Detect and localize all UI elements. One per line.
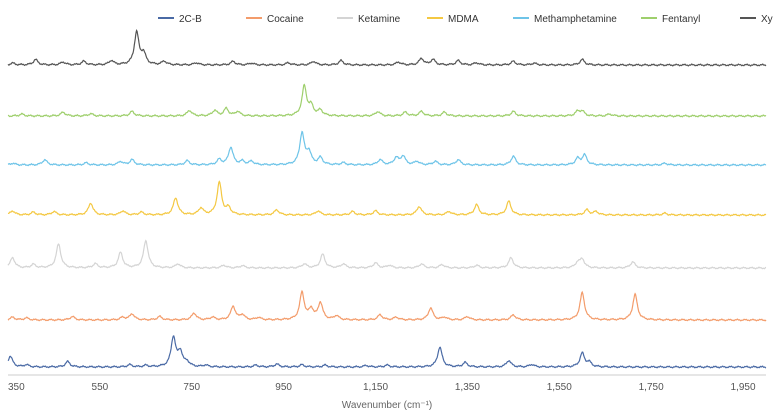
x-axis-label: Wavenumber (cm⁻¹): [342, 400, 432, 411]
x-tick-label: 750: [183, 382, 200, 393]
series-line-cocaine: [7, 289, 767, 322]
legend-label: Cocaine: [267, 14, 304, 25]
x-tick-label: 1,950: [731, 382, 756, 393]
x-tick-label: 1,350: [455, 382, 480, 393]
x-axis-ticks: 350 550 750 950 1,150 1,350 1,550 1,750 1,950: [8, 382, 756, 393]
chart-legend: 2C-B Cocaine Ketamine MDMA Methamphetamine Fe…: [158, 14, 773, 25]
legend-label: Methamphetamine: [534, 14, 617, 25]
legend-label: MDMA: [448, 14, 479, 25]
x-tick-label: 350: [8, 382, 25, 393]
x-tick-label: 950: [275, 382, 292, 393]
legend-label: Fentanyl: [662, 14, 700, 25]
x-tick-label: 1,150: [363, 382, 388, 393]
series-line-fentanyl: [7, 83, 767, 118]
series-line-2c-b: [7, 335, 767, 369]
x-tick-label: 550: [92, 382, 109, 393]
spectra-traces: [7, 29, 767, 369]
series-line-methamphetamine: [7, 130, 767, 167]
series-line-ketamine: [7, 239, 767, 270]
series-line-mdma: [7, 180, 767, 217]
legend-label: 2C-B: [179, 14, 202, 25]
legend-label: Ketamine: [358, 14, 401, 25]
legend-label: Xylazine: [761, 14, 773, 25]
x-tick-label: 1,550: [547, 382, 572, 393]
x-tick-label: 1,750: [639, 382, 664, 393]
series-line-xylazine: [7, 29, 767, 67]
